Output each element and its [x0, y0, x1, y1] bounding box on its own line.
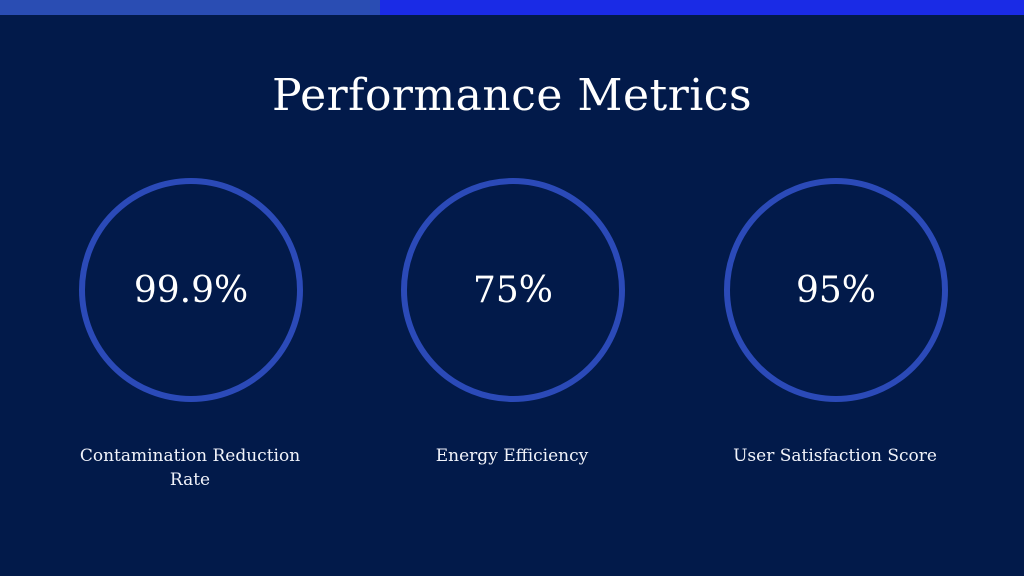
top-accent-bar-left-segment: [0, 0, 380, 15]
metric-value: 99.9%: [133, 269, 249, 311]
metric-energy-efficiency: 75% Energy Efficiency: [382, 178, 642, 498]
metric-value: 95%: [795, 269, 876, 311]
metric-value: 75%: [472, 269, 553, 311]
top-accent-bar: [0, 0, 1024, 15]
metric-label: Energy Efficiency: [435, 446, 589, 466]
metric-user-satisfaction: 95% User Satisfaction Score: [705, 178, 965, 498]
metric-ring: 99.9%: [79, 178, 303, 402]
metric-contamination-reduction: 99.9% Contamination Reduction Rate: [60, 178, 320, 498]
metric-label: User Satisfaction Score: [733, 446, 937, 466]
metric-ring: 95%: [724, 178, 948, 402]
page-title: Performance Metrics: [271, 70, 753, 121]
metric-ring: 75%: [401, 178, 625, 402]
metric-label: Contamination Reduction Rate: [79, 446, 301, 490]
top-accent-bar-right-segment: [380, 0, 1024, 15]
